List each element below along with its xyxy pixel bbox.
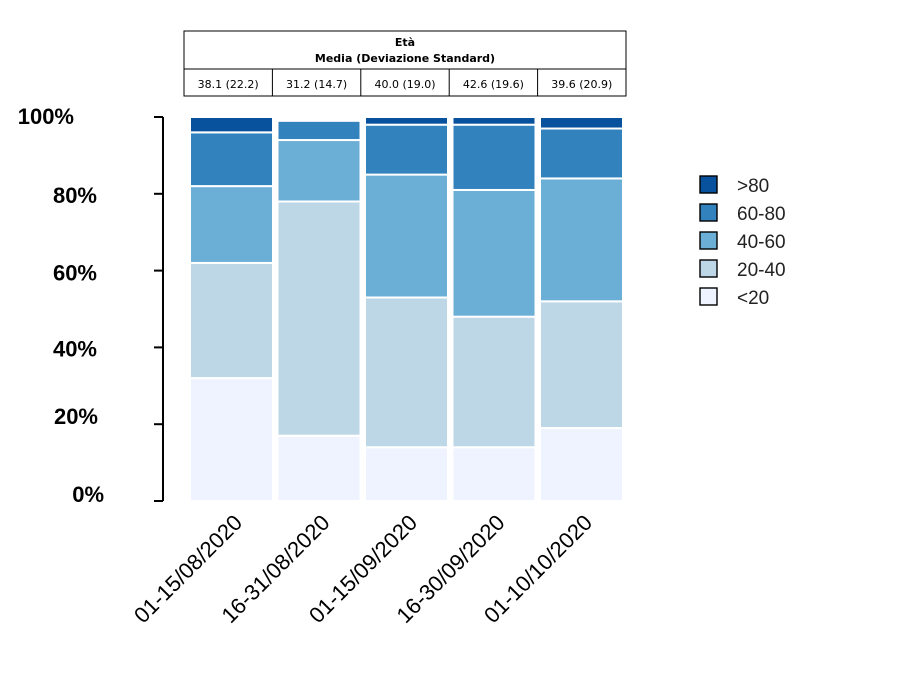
bar-segment [189, 185, 274, 264]
bar-segment [539, 127, 624, 180]
bar-segment [364, 446, 449, 502]
bar-segment [451, 188, 537, 318]
bar-segment [364, 173, 449, 299]
bar-segment [189, 116, 274, 134]
table-header-age: Età [395, 36, 415, 49]
bar-segment [451, 123, 537, 191]
y-tick-label: 0% [72, 482, 104, 507]
bar-segment [189, 261, 274, 380]
bar-segment [364, 116, 449, 126]
bar-segment [364, 296, 449, 449]
bar-segment [451, 315, 537, 449]
bar-segment [539, 427, 624, 503]
legend-label: <20 [737, 288, 769, 309]
legend-swatch [699, 175, 718, 194]
legend-swatch [699, 287, 718, 306]
bar-segment [539, 300, 624, 430]
y-tick-label: 40% [53, 336, 97, 361]
bar-segment [189, 377, 274, 502]
y-tick-label: 100% [18, 104, 74, 129]
legend-label: 40-60 [737, 232, 786, 253]
table-header-mean-sd: Media (Deviazione Standard) [315, 52, 495, 65]
y-tick-label: 80% [53, 183, 97, 208]
bar-segment [276, 139, 362, 203]
legend-swatch [699, 203, 718, 222]
table-cell: 40.0 (19.0) [374, 78, 435, 91]
bar-segment [276, 200, 362, 437]
legend: >80 60-80 40-60 20-40 <20 [699, 175, 786, 309]
legend-label: 20-40 [737, 260, 786, 281]
y-tick-label: 60% [53, 261, 97, 286]
bar-segment [364, 123, 449, 176]
bar-segment [539, 177, 624, 303]
bar-segment [451, 116, 537, 126]
bar-segment [189, 131, 274, 188]
bar-segment [451, 446, 537, 502]
legend-label: >80 [737, 176, 769, 197]
table-cell: 42.6 (19.6) [463, 78, 524, 91]
table-cell: 38.1 (22.2) [198, 78, 259, 91]
legend-swatch [699, 259, 718, 278]
legend-swatch [699, 231, 718, 250]
stats-table: Età Media (Deviazione Standard) 38.1 (22… [183, 30, 627, 97]
table-frame [183, 30, 627, 97]
legend-label: 60-80 [737, 204, 786, 225]
table-cell: 31.2 (14.7) [286, 78, 347, 91]
bar-segment [539, 116, 624, 130]
bar-segment [276, 434, 362, 502]
table-cell: 39.6 (20.9) [551, 78, 612, 91]
y-tick-label: 20% [54, 404, 98, 429]
bar-segment [276, 119, 362, 142]
